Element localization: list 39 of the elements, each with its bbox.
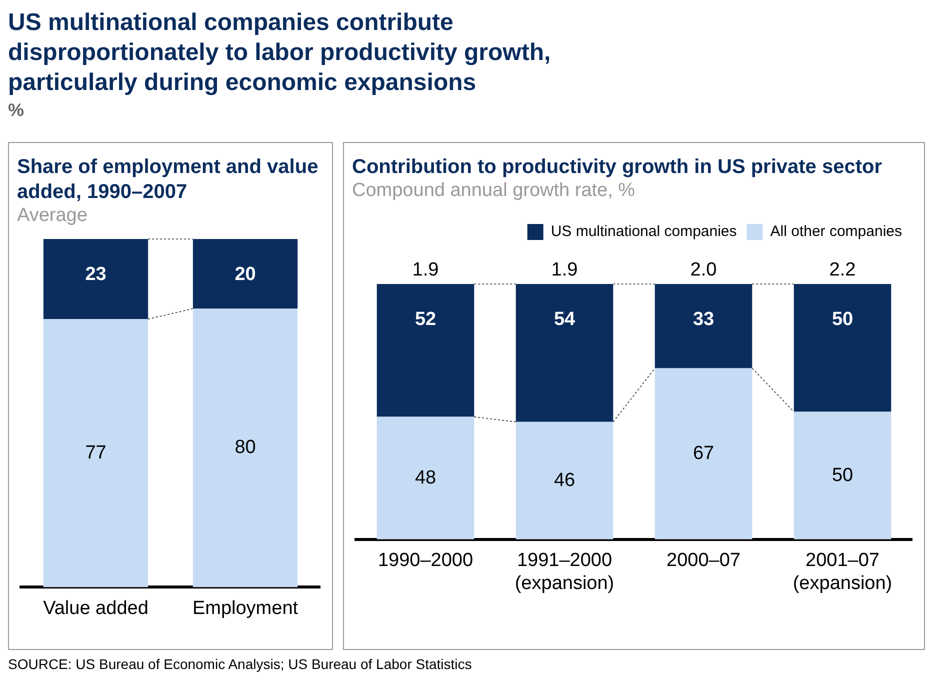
text: 1.9 bbox=[412, 260, 439, 281]
bar bbox=[516, 284, 614, 422]
chart-title: Contribution to productivity growth in US private sector bbox=[352, 155, 884, 180]
bar bbox=[654, 284, 752, 368]
x-tick-label: 2000–07 bbox=[666, 550, 740, 572]
bar bbox=[794, 284, 892, 412]
x-tick-label: Employment bbox=[192, 598, 299, 619]
chart-subtitle: Average bbox=[17, 205, 88, 227]
chart-subtitle: Compound annual growth rate, % bbox=[352, 180, 636, 202]
x-tick-label: 1990–2000 bbox=[378, 550, 474, 572]
text: 2.2 bbox=[829, 260, 856, 281]
x-tick-label: 2001–07 (expansion) bbox=[792, 550, 892, 594]
data-label: 23 bbox=[85, 264, 106, 286]
chart-title: Share of employment and value added, 1990–2007 bbox=[17, 155, 320, 205]
text: 2.0 bbox=[690, 260, 717, 281]
x-tick-label: 1991–2000 (expansion) bbox=[514, 550, 614, 594]
text: US multinational companies contribute disproportionately to labor productivity growth, particularly during economic expansions bbox=[8, 8, 552, 98]
data-label: 52 bbox=[414, 309, 436, 330]
data-label: 50 bbox=[832, 309, 854, 330]
data-label: 48 bbox=[414, 467, 436, 488]
bar bbox=[376, 416, 474, 540]
data-label: 50 bbox=[832, 464, 854, 486]
text: % bbox=[8, 100, 26, 121]
data-label: 46 bbox=[554, 470, 576, 491]
data-label: 77 bbox=[85, 442, 106, 464]
bar bbox=[516, 422, 614, 540]
data-label: 54 bbox=[554, 309, 576, 330]
bar bbox=[794, 412, 892, 540]
data-label: 67 bbox=[692, 443, 714, 464]
bar bbox=[376, 284, 474, 417]
legend-label: All other companies bbox=[770, 223, 902, 240]
bar bbox=[654, 368, 752, 540]
data-label: 33 bbox=[692, 309, 714, 330]
data-label: 20 bbox=[234, 264, 256, 286]
legend-label: US multinational companies bbox=[550, 223, 737, 240]
text: 1.9 bbox=[551, 260, 578, 281]
x-tick-label: Value added bbox=[43, 598, 148, 619]
source-note: SOURCE: US Bureau of Economic Analysis; US Bureau of Labor Statistics bbox=[8, 656, 473, 672]
data-label: 80 bbox=[234, 437, 256, 458]
